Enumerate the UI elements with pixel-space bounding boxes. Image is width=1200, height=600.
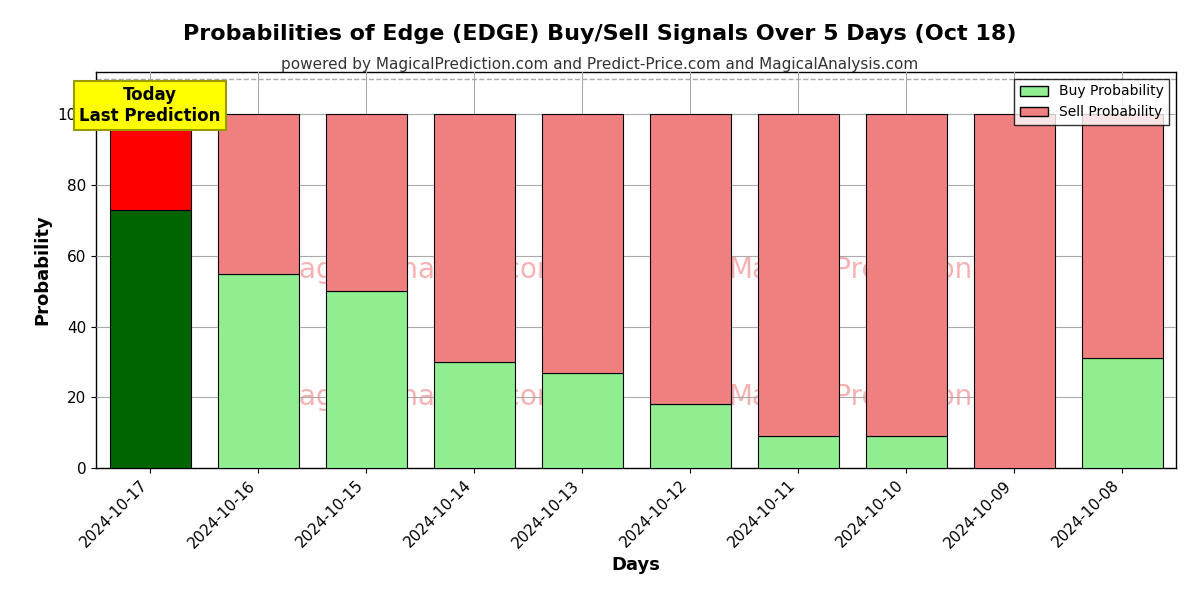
- Bar: [865, 115, 947, 436]
- Bar: [433, 362, 515, 468]
- Bar: [1081, 115, 1163, 358]
- Text: Today
Last Prediction: Today Last Prediction: [79, 86, 221, 125]
- Bar: [1081, 358, 1163, 468]
- Text: Probabilities of Edge (EDGE) Buy/Sell Signals Over 5 Days (Oct 18): Probabilities of Edge (EDGE) Buy/Sell Si…: [184, 24, 1016, 44]
- Bar: [865, 436, 947, 468]
- Text: powered by MagicalPrediction.com and Predict-Price.com and MagicalAnalysis.com: powered by MagicalPrediction.com and Pre…: [281, 57, 919, 72]
- X-axis label: Days: Days: [612, 556, 660, 574]
- Bar: [433, 115, 515, 362]
- Text: MagicalPrediction.com: MagicalPrediction.com: [728, 256, 1040, 284]
- Text: MagicalPrediction.com: MagicalPrediction.com: [728, 383, 1040, 411]
- Bar: [217, 115, 299, 274]
- Bar: [649, 404, 731, 468]
- Bar: [541, 373, 623, 468]
- Bar: [109, 115, 191, 210]
- Text: MagicalAnalysis.com: MagicalAnalysis.com: [276, 383, 564, 411]
- Text: MagicalAnalysis.com: MagicalAnalysis.com: [276, 256, 564, 284]
- Bar: [541, 115, 623, 373]
- Bar: [757, 436, 839, 468]
- Bar: [109, 210, 191, 468]
- Y-axis label: Probability: Probability: [34, 215, 52, 325]
- Bar: [757, 115, 839, 436]
- Bar: [217, 274, 299, 468]
- Legend: Buy Probability, Sell Probability: Buy Probability, Sell Probability: [1014, 79, 1169, 125]
- Bar: [973, 115, 1055, 468]
- Bar: [325, 115, 407, 291]
- Bar: [649, 115, 731, 404]
- Bar: [325, 291, 407, 468]
